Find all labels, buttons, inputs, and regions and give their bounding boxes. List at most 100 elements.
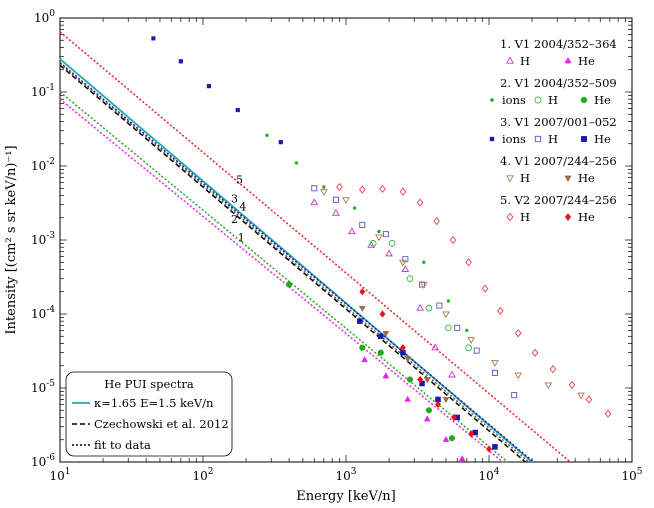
data-point (416, 198, 424, 207)
legend-entry-label: He (578, 54, 595, 68)
legend-marker (490, 98, 494, 102)
model-line-dashed (59, 64, 526, 463)
tick-labels: 101 102 103 104 105 100 10-1 10-2 10-3 10-4 10-5 10… (31, 9, 643, 483)
legend-marker (505, 175, 515, 183)
data-point (604, 409, 612, 418)
data-point (531, 348, 539, 357)
x-tick-label: 104 (478, 467, 499, 483)
data-point (416, 303, 424, 311)
data-point (399, 344, 406, 352)
data-point (585, 395, 593, 404)
legend-marker (564, 213, 572, 221)
legend-entry-label: He (594, 132, 611, 146)
legend-models: He PUI spectra κ=1.65 E=1.5 keV/n Czechows… (65, 371, 233, 457)
legend-entry-label: He (578, 210, 595, 224)
y-tick-label: 10-5 (31, 379, 55, 395)
y-tick-label: 10-3 (31, 231, 55, 247)
data-point (310, 198, 319, 206)
legend-entry-label: fit to data (94, 438, 151, 452)
legend-entry-label: ions (502, 93, 526, 107)
data-point (311, 185, 318, 192)
legend-entry-label: κ=1.65 E=1.5 keV/n (94, 396, 214, 410)
data-point (491, 369, 498, 376)
legend-entry-label: H (548, 132, 558, 146)
legend-group-title: 5. V2 2007/244–256 (500, 193, 617, 207)
data-point (294, 161, 299, 165)
data-point (151, 36, 156, 41)
data-point (491, 360, 499, 367)
data-point (468, 430, 475, 438)
legend-marker (534, 135, 542, 143)
legend-group-title: 1. V1 2004/352–364 (500, 37, 617, 51)
legend-entry-label: Czechowski et al. 2012 (94, 417, 229, 431)
model-lines (59, 31, 571, 463)
legend-group-title: 3. V1 2007/001–052 (500, 115, 617, 129)
model-line-dotted (59, 31, 571, 463)
data-point (399, 259, 407, 267)
data-point (442, 397, 450, 404)
data-point (235, 107, 240, 113)
data-point (449, 235, 457, 245)
legend-marker (580, 96, 588, 104)
data-point (378, 333, 384, 340)
legend-marker (581, 136, 587, 142)
data-point (425, 407, 432, 414)
data-point (359, 344, 366, 351)
x-tick-label: 105 (621, 467, 642, 483)
data-point (568, 380, 576, 390)
legend-group-title: 4. V1 2007/244–256 (500, 154, 617, 168)
data-point (404, 395, 412, 402)
data-point (423, 415, 431, 422)
model-line-dotted (59, 98, 504, 463)
data-point (442, 435, 450, 442)
legend-marker (505, 56, 515, 64)
legend-marker (534, 96, 542, 104)
data-point (492, 444, 498, 450)
data-point (367, 240, 376, 248)
data-point (473, 347, 480, 354)
legend-box (65, 371, 233, 457)
data-point (442, 311, 450, 319)
legend-title: He PUI spectra (104, 377, 194, 391)
y-tick-label: 10-4 (31, 305, 55, 321)
data-point (406, 275, 414, 283)
data-point (436, 302, 443, 309)
data-point (448, 370, 456, 378)
data-point (454, 324, 461, 331)
line-number-label: 2 (231, 213, 238, 226)
data-point (332, 196, 339, 203)
legend-entry-label: H (548, 93, 558, 107)
model-line-dotted (59, 91, 509, 463)
data-point (458, 455, 466, 462)
data-points (151, 36, 612, 462)
legend-entry-label: H (520, 171, 530, 185)
data-point (352, 206, 357, 210)
data-point (336, 182, 343, 192)
data-point (379, 310, 386, 318)
data-point (377, 229, 381, 234)
y-tick-label: 10-1 (31, 83, 55, 99)
y-tick-label: 10-2 (31, 157, 55, 173)
data-point (431, 343, 439, 351)
legend-entry-label: He (578, 171, 595, 185)
data-point (382, 330, 390, 338)
legend-observations: 1. V1 2004/352–364 H He 2. V1 2004/352–509 i… (489, 37, 617, 224)
data-point (448, 435, 455, 442)
data-point (417, 375, 424, 384)
data-point (577, 392, 585, 400)
data-point (286, 281, 293, 288)
data-point (357, 318, 363, 324)
data-point (342, 197, 350, 205)
data-point (481, 284, 489, 293)
legend-marker (506, 212, 514, 222)
model-line-dotted (59, 61, 535, 463)
data-point (497, 306, 504, 316)
data-point (425, 304, 433, 312)
y-tick-label: 100 (34, 9, 55, 25)
data-point (465, 258, 472, 267)
legend-group-title: 2. V1 2004/352–509 (500, 76, 617, 90)
data-point (359, 221, 366, 228)
legend-entry-label: He (594, 93, 611, 107)
line-number-label: 1 (238, 232, 245, 245)
data-point (544, 382, 553, 390)
